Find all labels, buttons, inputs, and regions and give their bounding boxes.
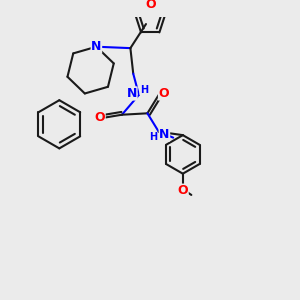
Text: O: O [94,111,105,124]
Text: O: O [158,87,169,100]
Text: N: N [127,87,137,100]
Text: O: O [145,0,155,11]
Text: H: H [140,85,148,95]
Text: N: N [91,40,102,53]
Text: N: N [159,128,170,141]
Text: H: H [149,132,157,142]
Text: O: O [178,184,188,197]
